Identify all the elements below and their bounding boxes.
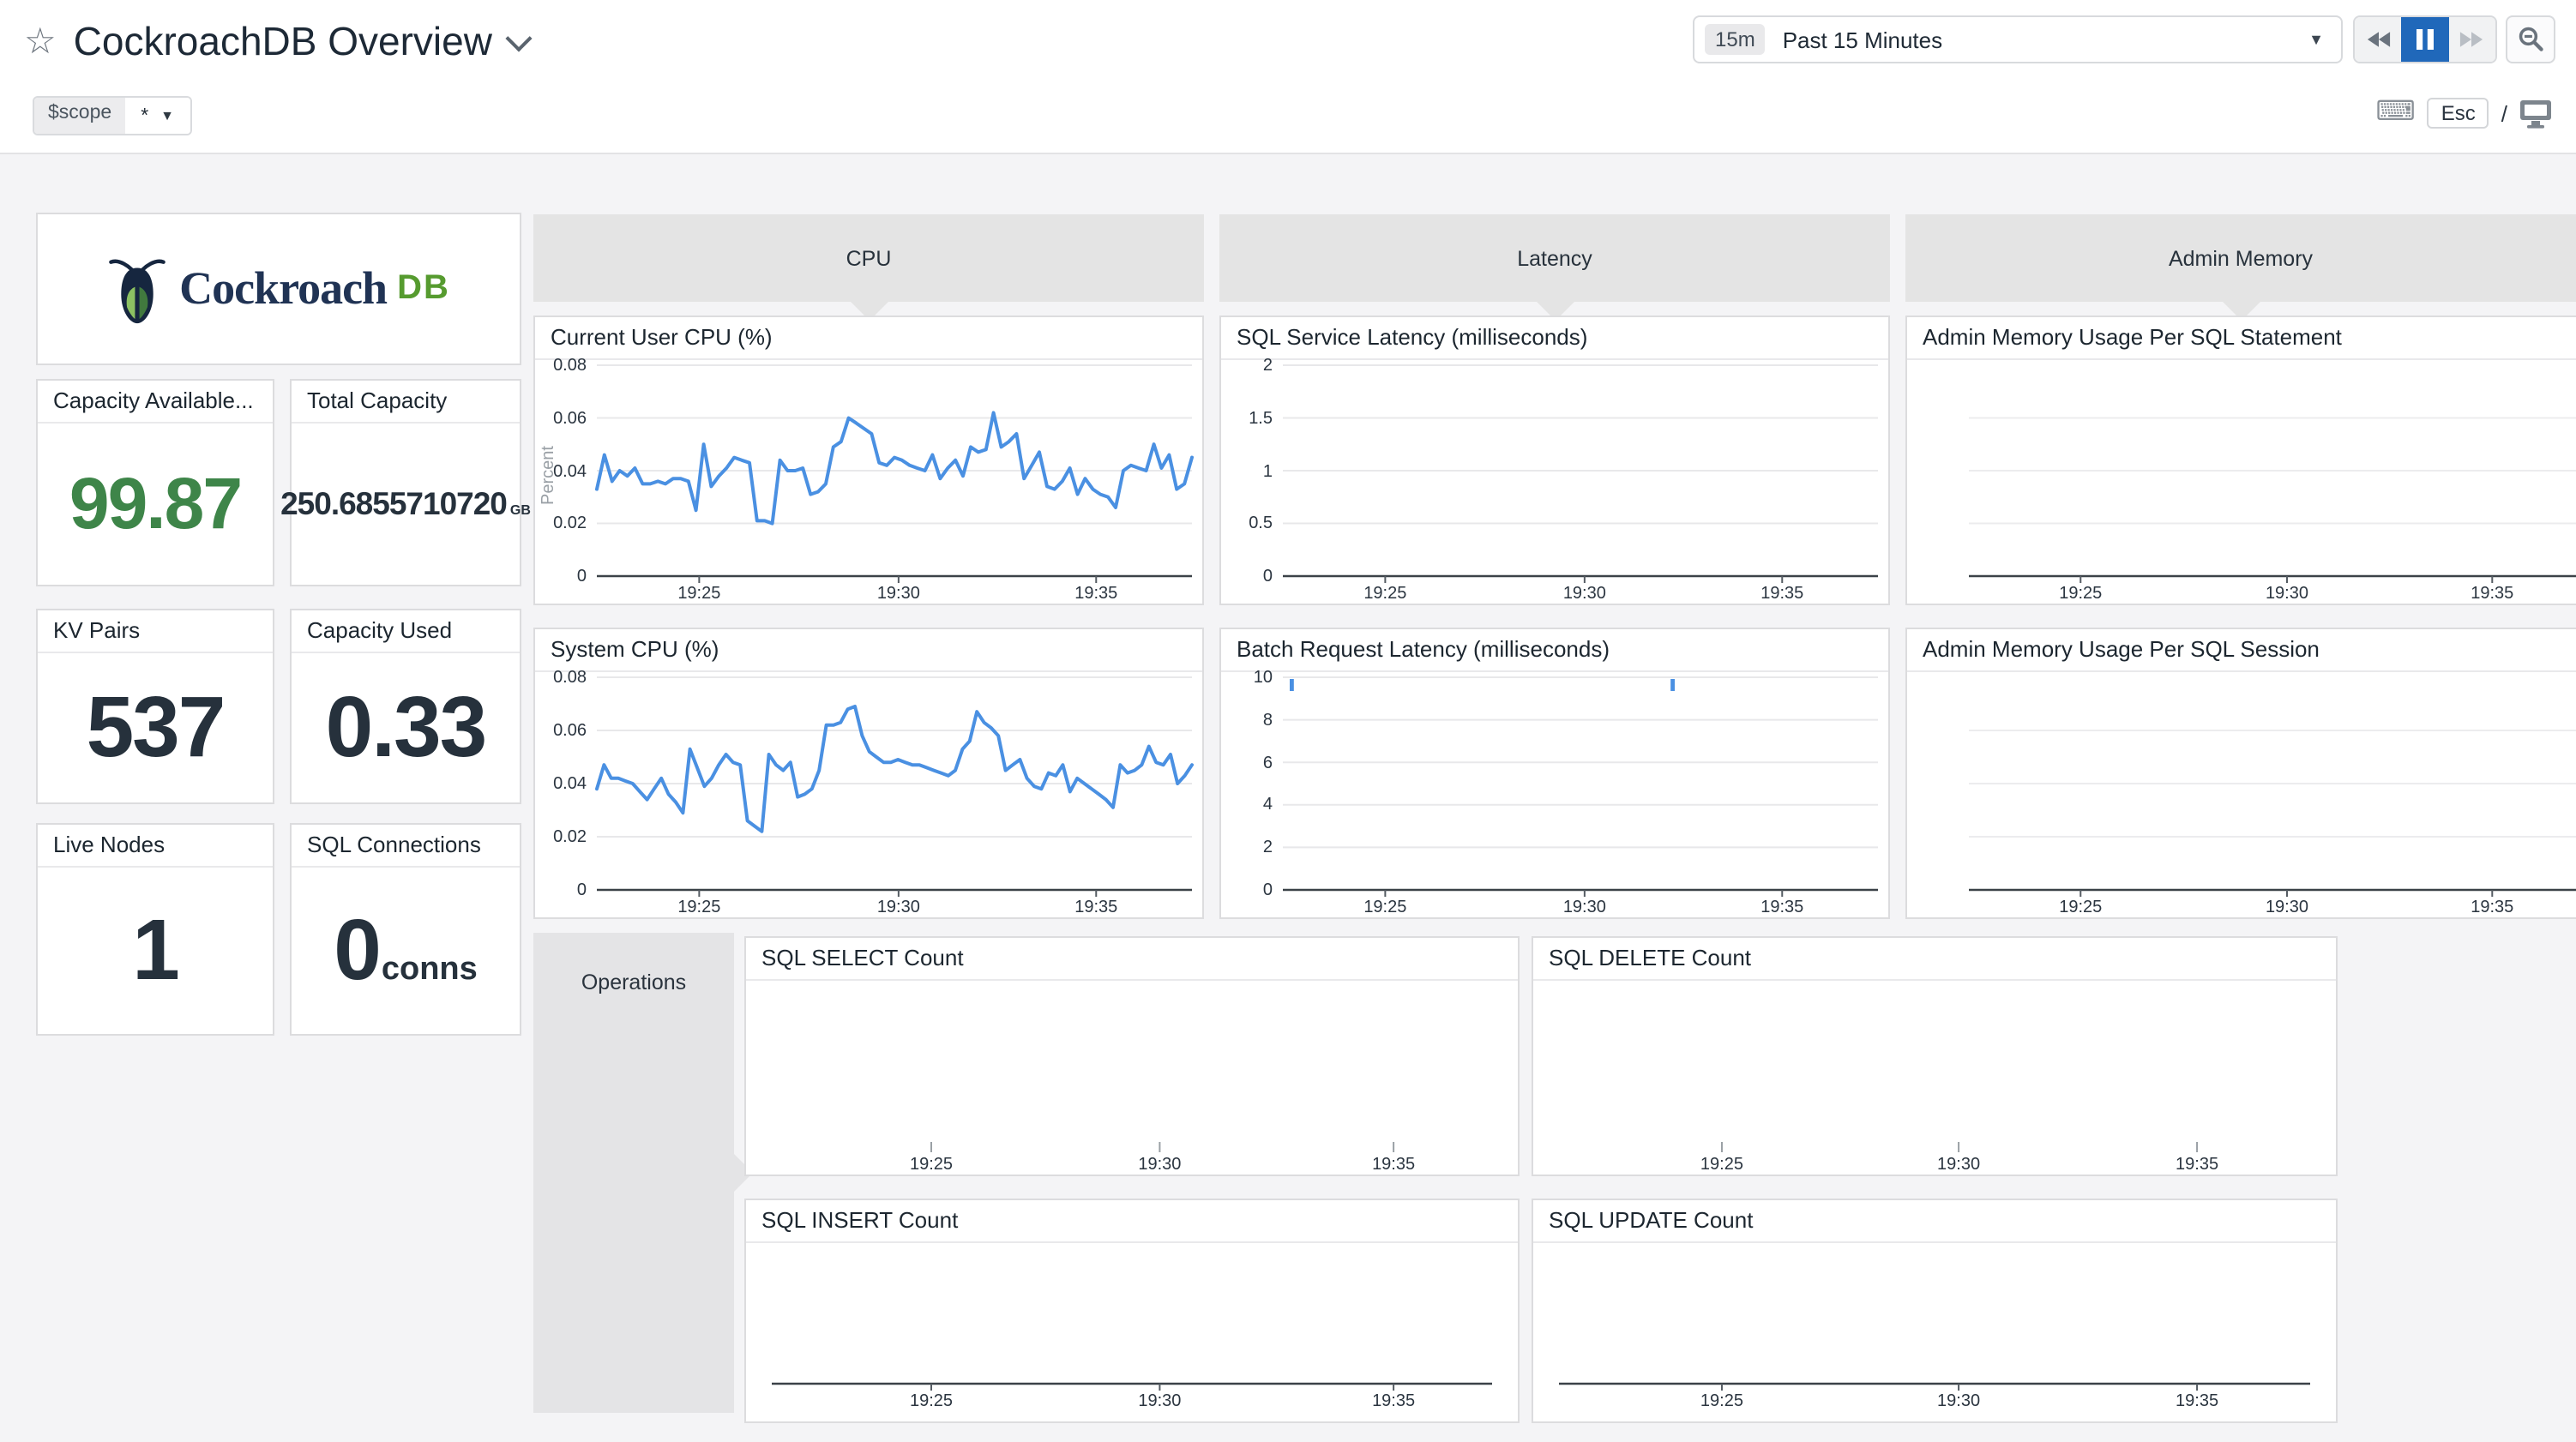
chart-system-cpu[interactable]: 0.08 0.06 0.04 0.02 0 19:25 19:30 19:35 (535, 670, 1202, 917)
scope-variable-name: $scope (34, 98, 126, 134)
chart-panel-system-cpu: System CPU (%) 0.08 0.06 0.04 0.02 0 19:25 19:… (533, 628, 1204, 919)
time-range-badge: 15m (1705, 24, 1766, 55)
stat-card-live-nodes: Live Nodes 1 (36, 823, 274, 1036)
chart-sql-delete-count[interactable]: 19:25 19:30 19:35 (1700, 1142, 2219, 1175)
stat-card-title: SQL Connections (292, 825, 520, 868)
scope-variable-selector[interactable]: $scope * ▼ (33, 96, 191, 135)
chart-panel-sql-service-latency: SQL Service Latency (milliseconds) 2 1.5 1… (1219, 315, 1890, 605)
section-label: Latency (1517, 246, 1592, 270)
chart-sql-select-count[interactable]: 19:25 19:30 19:35 (909, 1142, 1416, 1175)
chart-panel-sql-update-count: SQL UPDATE Count 19:25 19:30 19:35 (1532, 1199, 2338, 1423)
chevron-down-icon[interactable] (505, 24, 533, 51)
section-header-cpu[interactable]: CPU (533, 214, 1204, 321)
chart-current-user-cpu[interactable]: 0.08 0.06 0.04 0.02 0 19:25 19:30 19:35 Percent (535, 358, 1202, 604)
cockroachdb-logo: Cockroach DB (38, 214, 520, 364)
header-bar: ☆ CockroachDB Overview 15m Past 15 Minut… (0, 0, 2576, 154)
dropdown-caret-icon: ▼ (160, 108, 174, 123)
chart-panel-current-user-cpu: Current User CPU (%) 0.08 0.06 0.04 0.02 0 19… (533, 315, 1204, 605)
chart-panel-admin-memory-session: Admin Memory Usage Per SQL Session 19:25… (1905, 628, 2576, 919)
chart-admin-memory-statement[interactable]: 19:25 19:30 19:35 (1969, 417, 2576, 604)
pause-button[interactable] (2401, 17, 2449, 62)
stat-card-title: Total Capacity (292, 381, 520, 424)
stat-card-value: 99.87 (69, 462, 243, 543)
stat-card-title: KV Pairs (38, 610, 273, 653)
chart-title: SQL INSERT Count (746, 1200, 1518, 1243)
chart-title: Admin Memory Usage Per SQL Statement (1907, 317, 2576, 360)
stat-card-value: 250.6855710720 GB (280, 422, 531, 585)
rewind-button[interactable] (2355, 17, 2402, 62)
stat-value-unit: GB (509, 502, 531, 518)
fast-forward-icon (2460, 32, 2483, 47)
stat-card-capacity-used: Capacity Used 0.33 (290, 609, 521, 804)
dropdown-caret-icon: ▼ (2308, 31, 2324, 48)
section-header-latency[interactable]: Latency (1219, 214, 1890, 321)
dashboard-title-row: ☆ CockroachDB Overview (24, 14, 533, 69)
chart-sql-update-count[interactable]: 19:25 19:30 19:35 (1559, 1382, 2310, 1411)
logo-db-suffix: DB (397, 269, 450, 307)
chart-panel-sql-insert-count: SQL INSERT Count 19:25 19:30 19:35 (744, 1199, 1520, 1423)
chart-admin-memory-session[interactable]: 19:25 19:30 19:35 (1969, 730, 2576, 917)
slash-separator: / (2501, 100, 2507, 126)
zoom-out-icon (2518, 27, 2543, 51)
chart-panel-batch-request-latency: Batch Request Latency (milliseconds) 10 8… (1219, 628, 1890, 919)
section-label: Operations (581, 970, 687, 994)
section-header-admin-memory[interactable]: Admin Memory (1905, 214, 2576, 321)
chart-panel-sql-delete-count: SQL DELETE Count 19:25 19:30 19:35 (1532, 936, 2338, 1176)
page-title: CockroachDB Overview (73, 18, 492, 63)
chart-panel-sql-select-count: SQL SELECT Count 19:25 19:30 19:35 (744, 936, 1520, 1176)
chart-sql-insert-count[interactable]: 19:25 19:30 19:35 (772, 1382, 1492, 1411)
stat-card-value: 537 (86, 679, 226, 775)
favorite-star-icon[interactable]: ☆ (24, 21, 57, 61)
time-range-label: Past 15 Minutes (1782, 27, 1943, 52)
scope-value-text: * (141, 105, 149, 126)
fast-forward-button[interactable] (2448, 17, 2495, 62)
chart-title: Admin Memory Usage Per SQL Session (1907, 629, 2576, 672)
chart-title: SQL DELETE Count (1533, 938, 2336, 981)
stat-card-value: 0 conns (292, 866, 520, 1034)
stat-value-number: 250.6855710720 (280, 484, 508, 520)
chart-batch-request-latency[interactable]: 10 8 6 4 2 0 19:25 19:30 19:35 (1253, 670, 1878, 917)
cockroach-bug-icon (108, 258, 165, 323)
stat-card-total-capacity: Total Capacity 250.6855710720 GB (280, 379, 531, 586)
cockroachdb-logo-card: Cockroach DB (36, 213, 521, 365)
chart-title: Batch Request Latency (milliseconds) (1221, 629, 1888, 672)
logo-wordmark: Cockroach (179, 262, 388, 314)
stat-card-sql-connections: SQL Connections 0 conns (290, 823, 521, 1036)
time-nav-group (2353, 15, 2497, 63)
chart-panel-admin-memory-statement: Admin Memory Usage Per SQL Statement 19:… (1905, 315, 2576, 605)
section-label: CPU (846, 246, 892, 270)
stat-card-capacity-available: Capacity Available... 99.87 (36, 379, 274, 586)
chart-title: System CPU (%) (535, 629, 1202, 672)
stat-card-value: 1 (132, 902, 180, 998)
time-range-dropdown[interactable]: 15m Past 15 Minutes ▼ (1693, 15, 2343, 63)
zoom-out-button[interactable] (2506, 15, 2555, 63)
keyboard-shortcuts-icon[interactable]: ⌨ (2375, 98, 2416, 127)
chart-title: SQL UPDATE Count (1533, 1200, 2336, 1243)
stat-card-value: 0.33 (325, 679, 488, 775)
stat-card-title: Capacity Available... (38, 381, 273, 424)
stat-value-unit: conns (381, 952, 478, 988)
stat-card-title: Live Nodes (38, 825, 273, 868)
rewind-icon (2367, 32, 2390, 47)
header-shortcut-cluster: ⌨ Esc / (2376, 93, 2552, 134)
chart-title: SQL Service Latency (milliseconds) (1221, 317, 1888, 360)
section-header-operations[interactable]: Operations (533, 933, 753, 1413)
chart-sql-service-latency[interactable]: 2 1.5 1 0.5 0 19:25 19:30 19:35 (1249, 358, 1878, 604)
section-label: Admin Memory (2168, 246, 2314, 270)
esc-key-hint: Esc (2427, 98, 2489, 129)
chart-title: Current User CPU (%) (535, 317, 1202, 360)
stat-card-title: Capacity Used (292, 610, 520, 653)
stat-card-kv-pairs: KV Pairs 537 (36, 609, 274, 804)
tv-mode-icon[interactable] (2519, 99, 2552, 128)
stat-value-number: 0 (334, 902, 382, 998)
chart-title: SQL SELECT Count (746, 938, 1518, 981)
scope-variable-value: * ▼ (125, 98, 190, 134)
pause-icon (2416, 29, 2434, 50)
